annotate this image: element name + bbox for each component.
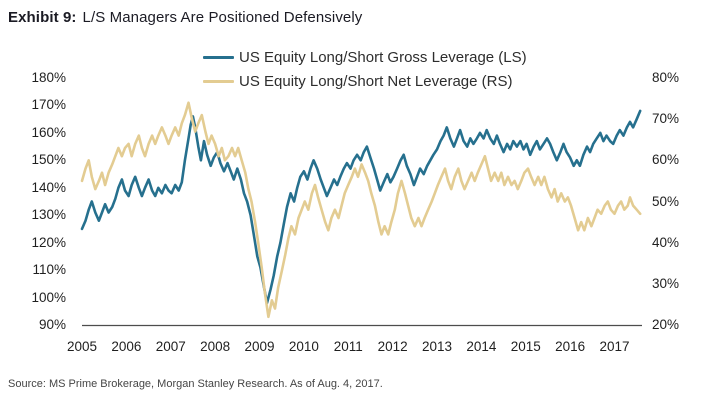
x-axis-tick-label: 2011	[333, 339, 363, 354]
right-axis-tick-label: 30%	[652, 275, 680, 291]
legend-item-gross-leverage: US Equity Long/Short Gross Leverage (LS)	[203, 48, 527, 66]
net-leverage-line-swatch	[203, 79, 234, 83]
chart-legend: US Equity Long/Short Gross Leverage (LS)…	[203, 48, 527, 90]
exhibit-label: Exhibit 9:	[8, 9, 77, 26]
left-axis-tick-label: 140%	[31, 179, 66, 195]
left-axis-tick-label: 100%	[31, 289, 66, 305]
left-axis-tick-label: 170%	[31, 97, 66, 113]
left-axis-tick-label: 150%	[31, 152, 66, 168]
left-axis-tick-label: 120%	[31, 234, 66, 250]
x-axis-tick-label: 2006	[111, 339, 142, 354]
x-axis-tick-label: 2016	[555, 339, 586, 354]
x-axis-tick-label: 2010	[288, 339, 319, 354]
left-axis-tick-label: 180%	[31, 70, 66, 85]
chart-title: Exhibit 9: L/S Managers Are Positioned De…	[8, 9, 362, 26]
right-axis-tick-label: 50%	[652, 193, 680, 209]
x-axis-tick-label: 2015	[510, 339, 541, 354]
legend-item-net-leverage: US Equity Long/Short Net Leverage (RS)	[203, 72, 527, 90]
legend-label: US Equity Long/Short Net Leverage (RS)	[239, 72, 513, 90]
source-note: Source: MS Prime Brokerage, Morgan Stanl…	[8, 378, 383, 390]
left-axis-tick-label: 130%	[31, 207, 66, 223]
x-axis-tick-label: 2009	[244, 339, 275, 354]
x-axis-tick-label: 2013	[421, 339, 452, 354]
x-axis-tick-label: 2012	[377, 339, 408, 354]
x-axis-tick-label: 2007	[155, 339, 186, 354]
x-axis-tick-label: 2008	[200, 339, 231, 354]
x-axis-tick-label: 2014	[466, 339, 497, 354]
right-axis-tick-label: 40%	[652, 234, 680, 250]
net-leverage-line	[80, 101, 642, 319]
right-axis-tick-label: 20%	[652, 317, 680, 332]
left-axis-tick-label: 160%	[31, 124, 66, 140]
chart-title-text: L/S Managers Are Positioned Defensively	[82, 9, 363, 26]
x-axis-tick-label: 2017	[599, 339, 630, 354]
right-axis-tick-label: 60%	[652, 152, 680, 168]
left-axis-tick-label: 90%	[38, 317, 66, 332]
left-axis-tick-label: 110%	[32, 262, 66, 278]
legend-label: US Equity Long/Short Gross Leverage (LS)	[239, 48, 527, 66]
right-axis-tick-label: 80%	[652, 70, 680, 85]
x-axis-tick-label: 2005	[66, 339, 98, 354]
gross-leverage-line	[80, 109, 642, 305]
right-axis-tick-label: 70%	[652, 111, 680, 127]
gross-leverage-line-swatch	[203, 55, 234, 59]
